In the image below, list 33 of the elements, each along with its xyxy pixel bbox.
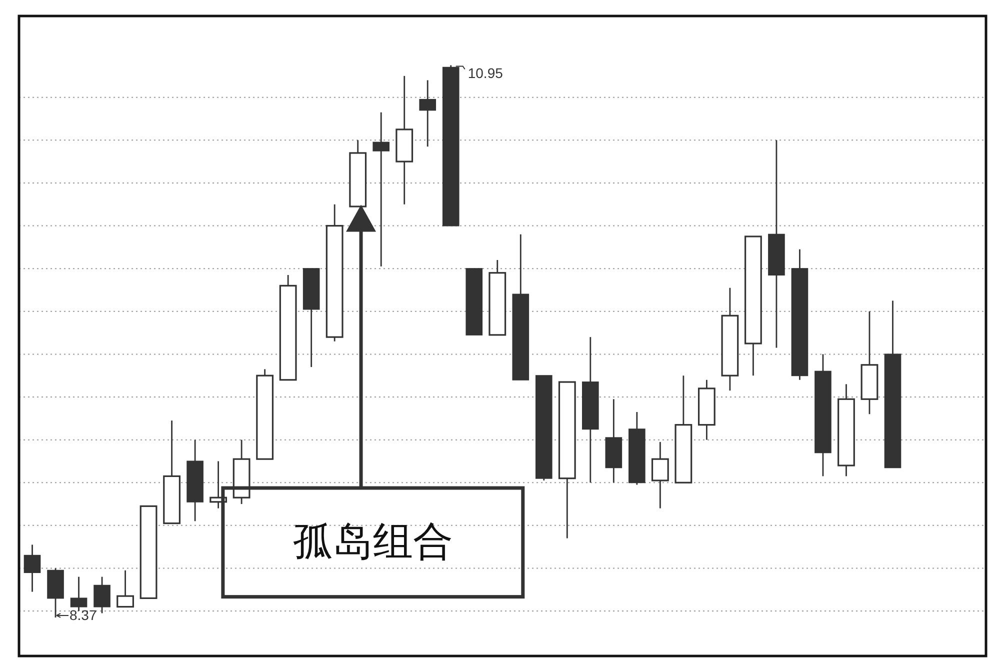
candlestick bbox=[814, 353, 832, 477]
candlestick bbox=[744, 236, 762, 376]
candlestick bbox=[396, 75, 414, 206]
candlestick bbox=[698, 379, 716, 441]
candlestick bbox=[186, 439, 204, 522]
candlestick bbox=[721, 287, 739, 392]
candlestick bbox=[116, 570, 134, 608]
candlestick bbox=[860, 310, 878, 415]
candlestick bbox=[256, 368, 274, 460]
candlestick bbox=[768, 139, 785, 348]
candlestick bbox=[163, 420, 180, 524]
annotation: 10.95 bbox=[468, 64, 504, 81]
candlestick bbox=[302, 268, 320, 368]
candlestick bbox=[488, 259, 506, 336]
candlestick bbox=[558, 381, 576, 539]
candlestick bbox=[791, 248, 808, 381]
candlestick bbox=[419, 80, 436, 148]
candlestick bbox=[838, 383, 855, 477]
candlestick bbox=[884, 300, 902, 468]
annotation: 孤岛组合 bbox=[292, 518, 453, 565]
candlestick bbox=[651, 441, 669, 510]
candlestick bbox=[628, 411, 646, 486]
candlestick bbox=[466, 268, 483, 336]
candlestick bbox=[279, 274, 297, 381]
candlestick bbox=[24, 544, 41, 592]
candlestick bbox=[512, 234, 530, 380]
candlestick bbox=[372, 112, 390, 268]
candlestick bbox=[605, 398, 622, 484]
candlestick bbox=[582, 336, 599, 484]
candlestick bbox=[349, 139, 367, 208]
candlestick bbox=[140, 505, 158, 600]
candlestick bbox=[674, 374, 692, 484]
annotation: 8.37 bbox=[70, 607, 97, 624]
